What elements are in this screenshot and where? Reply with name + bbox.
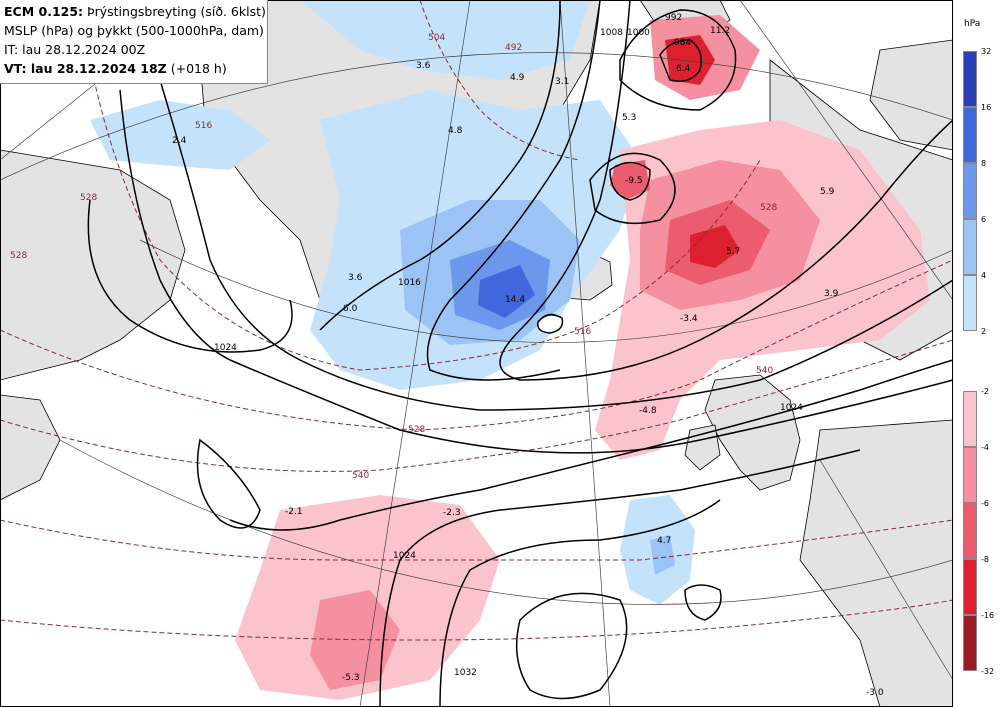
- isobar-label: 992: [665, 13, 682, 23]
- change-label: 3.6: [416, 61, 431, 71]
- change-label: -5.3: [342, 673, 360, 683]
- fall-area-low-core: [665, 35, 715, 85]
- thickness-label: 516: [195, 121, 212, 131]
- change-label: -9.5: [625, 176, 643, 186]
- change-label: 14.4: [505, 295, 525, 305]
- british-isles-land: [704, 374, 801, 491]
- change-label: -2.1: [285, 507, 303, 517]
- legend-negative-swatch: [963, 615, 977, 671]
- thickness-label: 540: [352, 471, 369, 481]
- info-line-3: IT: lau 28.12.2024 00Z: [4, 42, 146, 57]
- change-label: 11.2: [710, 26, 730, 36]
- change-label: 4.9: [510, 73, 525, 83]
- change-label: -4.8: [639, 406, 657, 416]
- legend-positive-swatch: [963, 163, 977, 219]
- legend-positive-tick-label: 8: [981, 159, 987, 168]
- isobar-label: 1032: [454, 668, 477, 678]
- thickness-label: 528: [10, 251, 27, 261]
- legend-negative-tick-label: -8: [981, 555, 989, 564]
- legend-positive-swatch: [963, 219, 977, 275]
- change-label: 3.6: [348, 273, 363, 283]
- graticule: [0, 0, 953, 707]
- thickness-contours: [0, 0, 953, 641]
- valid-time: VT: lau 28.12.2024 18Z: [4, 61, 167, 76]
- model-name: ECM 0.125:: [4, 4, 84, 19]
- color-legend: hPa 32 16 8 6 4 2 -2 -4 -6 -8 -16 -32: [953, 10, 1000, 707]
- thickness-label: 528: [80, 193, 97, 203]
- legend-negative-swatch: [963, 447, 977, 503]
- isobar-label: 1024: [214, 343, 237, 353]
- legend-positive-swatch: [963, 107, 977, 163]
- change-label: 3.1: [555, 77, 569, 87]
- europe-land: [799, 419, 953, 707]
- legend-negative-tick-label: -32: [981, 667, 995, 676]
- legend-positive-tick-label: 4: [981, 271, 987, 280]
- thickness-label: 516: [574, 327, 591, 337]
- change-label: 5.7: [726, 247, 740, 257]
- legend-positive-swatch: [963, 275, 977, 331]
- thickness-label-group: 528 504 516 528 540 528 516 540 528 492: [10, 33, 777, 481]
- legend-positive-tick-label: 6: [981, 215, 987, 224]
- finland-land: [869, 39, 953, 151]
- thickness-label: 528: [760, 203, 777, 213]
- legend-negative-swatch: [963, 559, 977, 615]
- fall-area-small: [610, 160, 650, 200]
- forecast-hour: (+018 h): [170, 61, 227, 76]
- thickness-label: 492: [505, 43, 522, 53]
- legend-negative-tick-label: -16: [981, 611, 995, 620]
- change-label-group: 11.2 5.3 3.6 4.9 3.1 4.8 2.4 6.0 14.4 5.…: [172, 26, 884, 698]
- legend-negative-swatch: [963, 503, 977, 559]
- isobar-label: 1000: [627, 28, 650, 38]
- change-label: 4.7: [657, 536, 671, 546]
- isobars: [87, 0, 953, 707]
- change-label: 2.4: [172, 136, 187, 146]
- change-label: -3.4: [680, 314, 698, 324]
- legend-negative-tick-label: -4: [981, 443, 989, 452]
- change-label: 5.3: [622, 113, 636, 123]
- thickness-label: 528: [408, 425, 425, 435]
- legend-positive-tick-label: 2: [981, 327, 987, 336]
- fall-area-north-8: [690, 225, 740, 268]
- isobar-label: 1024: [393, 551, 416, 561]
- isobar-label: 1008: [600, 28, 623, 38]
- info-line-4: VT: lau 28.12.2024 18Z (+018 h): [4, 59, 263, 78]
- rise-area-16: [478, 265, 535, 318]
- legend-positive-tick-label: 32: [981, 47, 992, 56]
- change-label: 5.9: [820, 187, 835, 197]
- labrador-land: [0, 394, 61, 501]
- info-line-1: ECM 0.125: Þrýstingsbreyting (síð. 6klst…: [4, 2, 266, 21]
- change-label: 6.0: [343, 304, 358, 314]
- legend-positive-tick-label: 16: [981, 103, 992, 112]
- product-title: Þrýstingsbreyting (síð. 6klst): [87, 4, 266, 19]
- isobar-label: 984: [674, 38, 691, 48]
- ireland-land: [684, 424, 721, 471]
- map-info-box: ECM 0.125: Þrýstingsbreyting (síð. 6klst…: [0, 0, 268, 84]
- legend-negative-swatch: [963, 391, 977, 447]
- legend-negative-tick-label: -6: [981, 499, 989, 508]
- change-label: 6.4: [676, 64, 691, 74]
- canada-land: [0, 149, 186, 381]
- legend-negative-tick-label: -2: [981, 387, 989, 396]
- isobar-label-group: 992 984 1016 1008 1000 1024 1024 1032 10…: [214, 13, 803, 678]
- legend-positive-swatch: [963, 51, 977, 107]
- small-high-contour: [537, 314, 564, 334]
- change-label: -2.3: [443, 508, 461, 518]
- change-label: 4.8: [448, 126, 463, 136]
- thickness-label: 504: [428, 33, 445, 43]
- rise-area-north: [300, 0, 590, 80]
- thickness-label: 540: [756, 366, 773, 376]
- change-label: 3.9: [824, 289, 839, 299]
- change-label: -3.0: [866, 688, 884, 698]
- legend-unit: hPa: [964, 19, 981, 29]
- isobar-label: 1016: [398, 278, 421, 288]
- rise-area-uk-core: [650, 535, 675, 575]
- info-line-2: MSLP (hPa) og þykkt (500-1000hPa, dam): [4, 23, 264, 38]
- isobar-label: 1024: [780, 403, 803, 413]
- rise-area-west: [90, 100, 270, 170]
